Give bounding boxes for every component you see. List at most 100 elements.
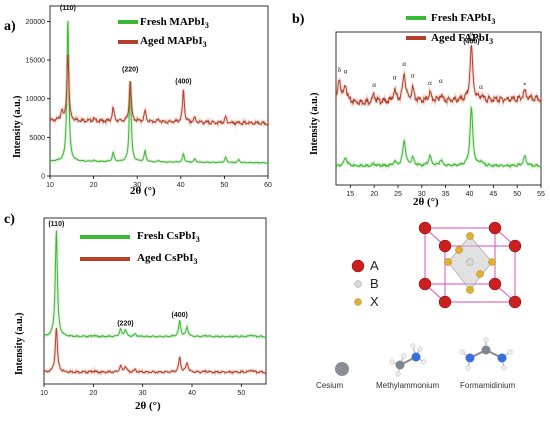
hydrogen-atom bbox=[395, 371, 401, 377]
hydrogen-atom bbox=[507, 349, 513, 355]
hydrogen-atom bbox=[410, 343, 416, 349]
x-tick-label: 30 bbox=[133, 182, 141, 189]
y-tick-label: 15000 bbox=[26, 58, 46, 65]
x-atom bbox=[488, 258, 496, 266]
x-tick-label: 60 bbox=[264, 182, 272, 189]
peak-label: (110) bbox=[48, 221, 64, 228]
panel-c-letter: c) bbox=[4, 212, 15, 227]
x-tick-label: 10 bbox=[40, 390, 48, 397]
perovskite-structure bbox=[418, 221, 522, 309]
formamidinium-molecule bbox=[459, 337, 513, 371]
peak-label: (220) bbox=[117, 320, 133, 327]
methylammonium-molecule bbox=[389, 343, 427, 377]
phase-marker: * bbox=[523, 81, 527, 89]
panel-a-legend-aged: Aged MAPbI3 bbox=[140, 35, 207, 50]
series-line-fresh bbox=[335, 106, 542, 169]
series-halo bbox=[42, 230, 268, 341]
struct-label-x: X bbox=[370, 294, 379, 309]
y-tick-label: 20000 bbox=[26, 19, 46, 26]
x-atom bbox=[455, 246, 463, 254]
phase-marker: α bbox=[393, 73, 397, 81]
panel-c-xlabel: 2θ (°) bbox=[135, 400, 161, 412]
series-line-fresh bbox=[43, 230, 267, 339]
peak-label: (400) bbox=[463, 38, 479, 45]
a-atom bbox=[508, 239, 522, 253]
nitrogen-atom bbox=[411, 352, 421, 362]
hydrogen-atom bbox=[389, 359, 395, 365]
molecule-label-methylammonium: Methylammonium bbox=[376, 381, 440, 390]
panel-a-ylabel: Intensity (a.u.) bbox=[12, 95, 23, 158]
struct-label-b: B bbox=[370, 276, 379, 291]
x-tick-label: 50 bbox=[513, 191, 521, 198]
panel-c-ylabel: Intensity (a.u.) bbox=[14, 312, 25, 375]
x-tick-label: 40 bbox=[466, 191, 474, 198]
y-tick-label: 0 bbox=[41, 174, 45, 181]
phase-marker: α bbox=[428, 79, 432, 87]
x-tick-label: 45 bbox=[489, 191, 497, 198]
x-tick-label: 40 bbox=[188, 390, 196, 397]
legend-b-sphere bbox=[354, 280, 362, 288]
b-atom bbox=[466, 258, 474, 266]
series-line-aged bbox=[43, 327, 267, 375]
hydrogen-atom bbox=[421, 359, 427, 365]
nitrogen-atom bbox=[497, 353, 507, 363]
hydrogen-atom bbox=[417, 346, 423, 352]
y-tick-label: 10000 bbox=[26, 96, 46, 103]
panel-c-plot: 10 20 30 40 50 (110) (220) (400) bbox=[40, 217, 268, 397]
series-line-aged bbox=[49, 54, 269, 127]
phase-marker: α bbox=[470, 29, 474, 37]
panel-c-legend-fresh: Fresh CsPbI3 bbox=[137, 230, 200, 245]
panel-c-axes-frame bbox=[43, 217, 267, 385]
peak-label: (110) bbox=[60, 5, 76, 12]
panel-a-legend-fresh: Fresh MAPbI3 bbox=[140, 16, 209, 31]
phase-marker: α bbox=[411, 71, 415, 79]
panel-c-legend-aged: Aged CsPbI3 bbox=[137, 252, 198, 267]
x-tick-label: 25 bbox=[394, 191, 402, 198]
x-tick-label: 20 bbox=[89, 390, 97, 397]
panel-a-plot: 10 20 30 40 50 60 0 5000 10000 15000 20000 (110) (22… bbox=[26, 5, 272, 189]
series-halo bbox=[334, 44, 543, 109]
a-atom bbox=[438, 295, 452, 309]
x-tick-label: 20 bbox=[370, 191, 378, 198]
x-tick-label: 10 bbox=[46, 182, 54, 189]
panel-a-axes-frame bbox=[49, 5, 269, 177]
x-tick-label: 50 bbox=[237, 390, 245, 397]
x-tick-label: 55 bbox=[537, 191, 545, 198]
hydrogen-atom bbox=[401, 353, 407, 359]
panel-b-ylabel: Intensity (a.u.) bbox=[309, 92, 320, 155]
phase-marker: δ bbox=[338, 66, 342, 74]
nitrogen-atom bbox=[465, 353, 475, 363]
series-line-fresh bbox=[49, 20, 269, 164]
hydrogen-atom bbox=[483, 337, 489, 343]
a-atom bbox=[488, 221, 502, 235]
a-atom bbox=[438, 239, 452, 253]
panel-a-letter: a) bbox=[4, 19, 16, 34]
panel-b-legend-fresh: Fresh FAPbI3 bbox=[431, 12, 496, 27]
phase-marker: α bbox=[372, 81, 376, 89]
x-atom bbox=[466, 232, 474, 240]
molecule-label-cesium: Cesium bbox=[316, 381, 344, 390]
x-atom bbox=[466, 286, 474, 294]
series-halo bbox=[48, 54, 270, 131]
molecule-label-formamidinium: Formamidinium bbox=[460, 381, 516, 390]
x-tick-label: 15 bbox=[346, 191, 354, 198]
phase-marker: * bbox=[470, 37, 474, 45]
peak-label: (220) bbox=[122, 67, 138, 74]
panel-b-legend-aged: Aged FAPbI3 bbox=[431, 32, 494, 47]
x-tick-label: 20 bbox=[90, 182, 98, 189]
cesium-atom bbox=[335, 362, 349, 376]
a-atom bbox=[488, 277, 502, 291]
panel-a-xlabel: 2θ (°) bbox=[130, 185, 156, 197]
a-atom bbox=[418, 277, 432, 291]
legend-x-sphere bbox=[354, 298, 362, 306]
carbon-atom bbox=[395, 360, 405, 370]
hydrogen-atom bbox=[465, 365, 471, 371]
series-halo bbox=[334, 102, 543, 172]
x-tick-label: 30 bbox=[139, 390, 147, 397]
x-tick-label: 35 bbox=[442, 191, 450, 198]
a-atom bbox=[418, 221, 432, 235]
phase-marker: α bbox=[344, 68, 348, 76]
phase-marker: α bbox=[402, 60, 406, 68]
